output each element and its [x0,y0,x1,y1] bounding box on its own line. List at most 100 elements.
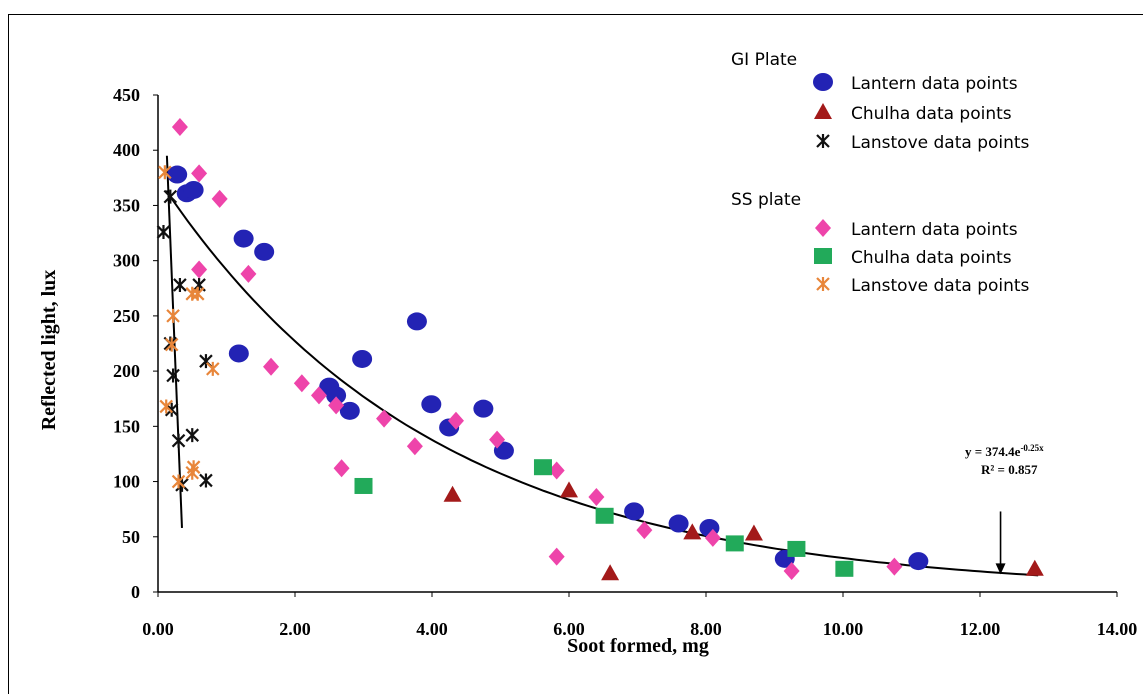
y-axis-title: Reflected light, lux [38,270,60,431]
data-point-square [354,477,373,494]
x-tick-label: 12.00 [960,619,1001,639]
x-axis-title: Soot formed, mg [567,635,709,657]
data-point-asterisk [166,308,180,323]
x-tick-label: 14.00 [1097,619,1138,639]
y-tick-label: 300 [113,251,140,271]
x-tick-group: 0.00 2.00 4.00 6.00 8.00 10.00 12.00 14.00 [142,592,1137,639]
y-tick-label: 0 [131,582,140,602]
legend-marker-diamond [815,219,831,237]
legend-label: Lanstove data points [851,133,1030,153]
data-point-diamond [636,521,653,540]
data-point-diamond [886,557,903,576]
data-point-circle [326,386,347,405]
data-point-triangle [744,524,763,541]
data-point-circle [339,401,360,420]
data-point-circle [228,344,249,363]
legend-marker-circle [813,73,833,91]
y-tick-label: 350 [113,195,140,215]
data-point-asterisk [171,433,186,448]
data-point-triangle [683,523,702,540]
y-tick-label: 100 [113,472,140,492]
data-point-circle [183,180,204,199]
legend-marker-triangle [814,103,832,119]
data-point-diamond [447,411,464,430]
legend-marker-asterisk [816,134,830,148]
data-point-asterisk [159,399,173,414]
data-point-triangle [601,564,620,581]
data-point-diamond [191,260,208,279]
y-tick-label: 50 [122,527,140,547]
data-point-square [533,459,552,476]
data-point-asterisk [163,189,178,204]
data-point-square [595,507,614,524]
data-point-asterisk [164,337,179,352]
data-point-diamond [548,461,565,480]
x-tick-label: 2.00 [279,619,311,639]
y-tick-label: 150 [113,416,140,436]
x-tick-label: 4.00 [416,619,448,639]
data-point-asterisk [171,474,186,489]
legend-label: Chulha data points [851,104,1012,124]
data-point-triangle [443,485,462,502]
data-point-group [156,118,1044,581]
y-tick-label: 250 [113,306,140,326]
data-point-diamond [211,189,228,208]
data-point-circle [668,514,689,533]
data-point-square [787,540,806,557]
data-point-asterisk [185,428,200,443]
data-point-asterisk [206,361,220,376]
legend-marker-square [814,248,832,264]
data-point-asterisk [173,277,187,292]
data-point-diamond [406,437,423,456]
data-point-circle [624,502,645,521]
data-point-circle [254,242,275,261]
data-point-triangle [560,481,578,498]
data-point-diamond [310,386,327,405]
data-point-asterisk [185,465,200,480]
data-point-circle [473,399,494,418]
legend-label: Lantern data points [851,74,1018,94]
x-tick-label: 0.00 [142,619,174,639]
data-point-square [725,535,744,552]
data-point-diamond [783,562,800,581]
trend-equation-r2: R² = 0.857 [981,462,1038,477]
arrow-head [995,563,1006,575]
y-tick-label: 400 [113,140,140,160]
chart-frame [8,14,1143,694]
data-point-asterisk [190,286,205,301]
x-tick-label: 6.00 [553,619,585,639]
data-point-circle [233,229,254,248]
x-tick-label: 10.00 [823,619,864,639]
data-point-circle [352,349,373,368]
y-tick-label: 450 [113,85,140,105]
legend-marker-asterisk [816,277,830,291]
legend-group-title-ss: SS plate [731,190,801,210]
data-point-diamond [548,547,565,566]
data-point-asterisk [199,473,213,488]
data-point-asterisk [158,165,172,180]
legend: GI Plate SS plate Lantern data points Chu… [731,50,1030,296]
data-point-asterisk [166,368,180,383]
trend-equation-exponent: -0.25x [1020,443,1044,453]
data-point-diamond [333,459,350,478]
data-point-diamond [240,264,257,283]
data-point-circle [167,165,188,184]
data-point-circle [908,552,929,571]
data-point-diamond [171,118,188,137]
data-point-square [835,560,854,577]
data-point-triangle [1025,559,1044,576]
trend-equation-prefix: y = 374.4e [965,444,1021,459]
data-point-diamond [191,164,208,183]
legend-label: Lanstove data points [851,276,1030,296]
data-point-diamond [489,430,506,449]
data-point-diamond [376,409,393,428]
y-tick-group: 0 50 100 150 200 250 300 350 400 450 [113,85,158,602]
legend-group-title-gi: GI Plate [731,50,797,70]
trend-equation: y = 374.4e-0.25x R² = 0.857 [965,443,1044,477]
data-point-diamond [704,528,721,547]
data-point-circle [421,395,442,414]
data-point-diamond [263,357,280,376]
x-tick-label: 8.00 [690,619,722,639]
data-point-diamond [328,396,345,415]
